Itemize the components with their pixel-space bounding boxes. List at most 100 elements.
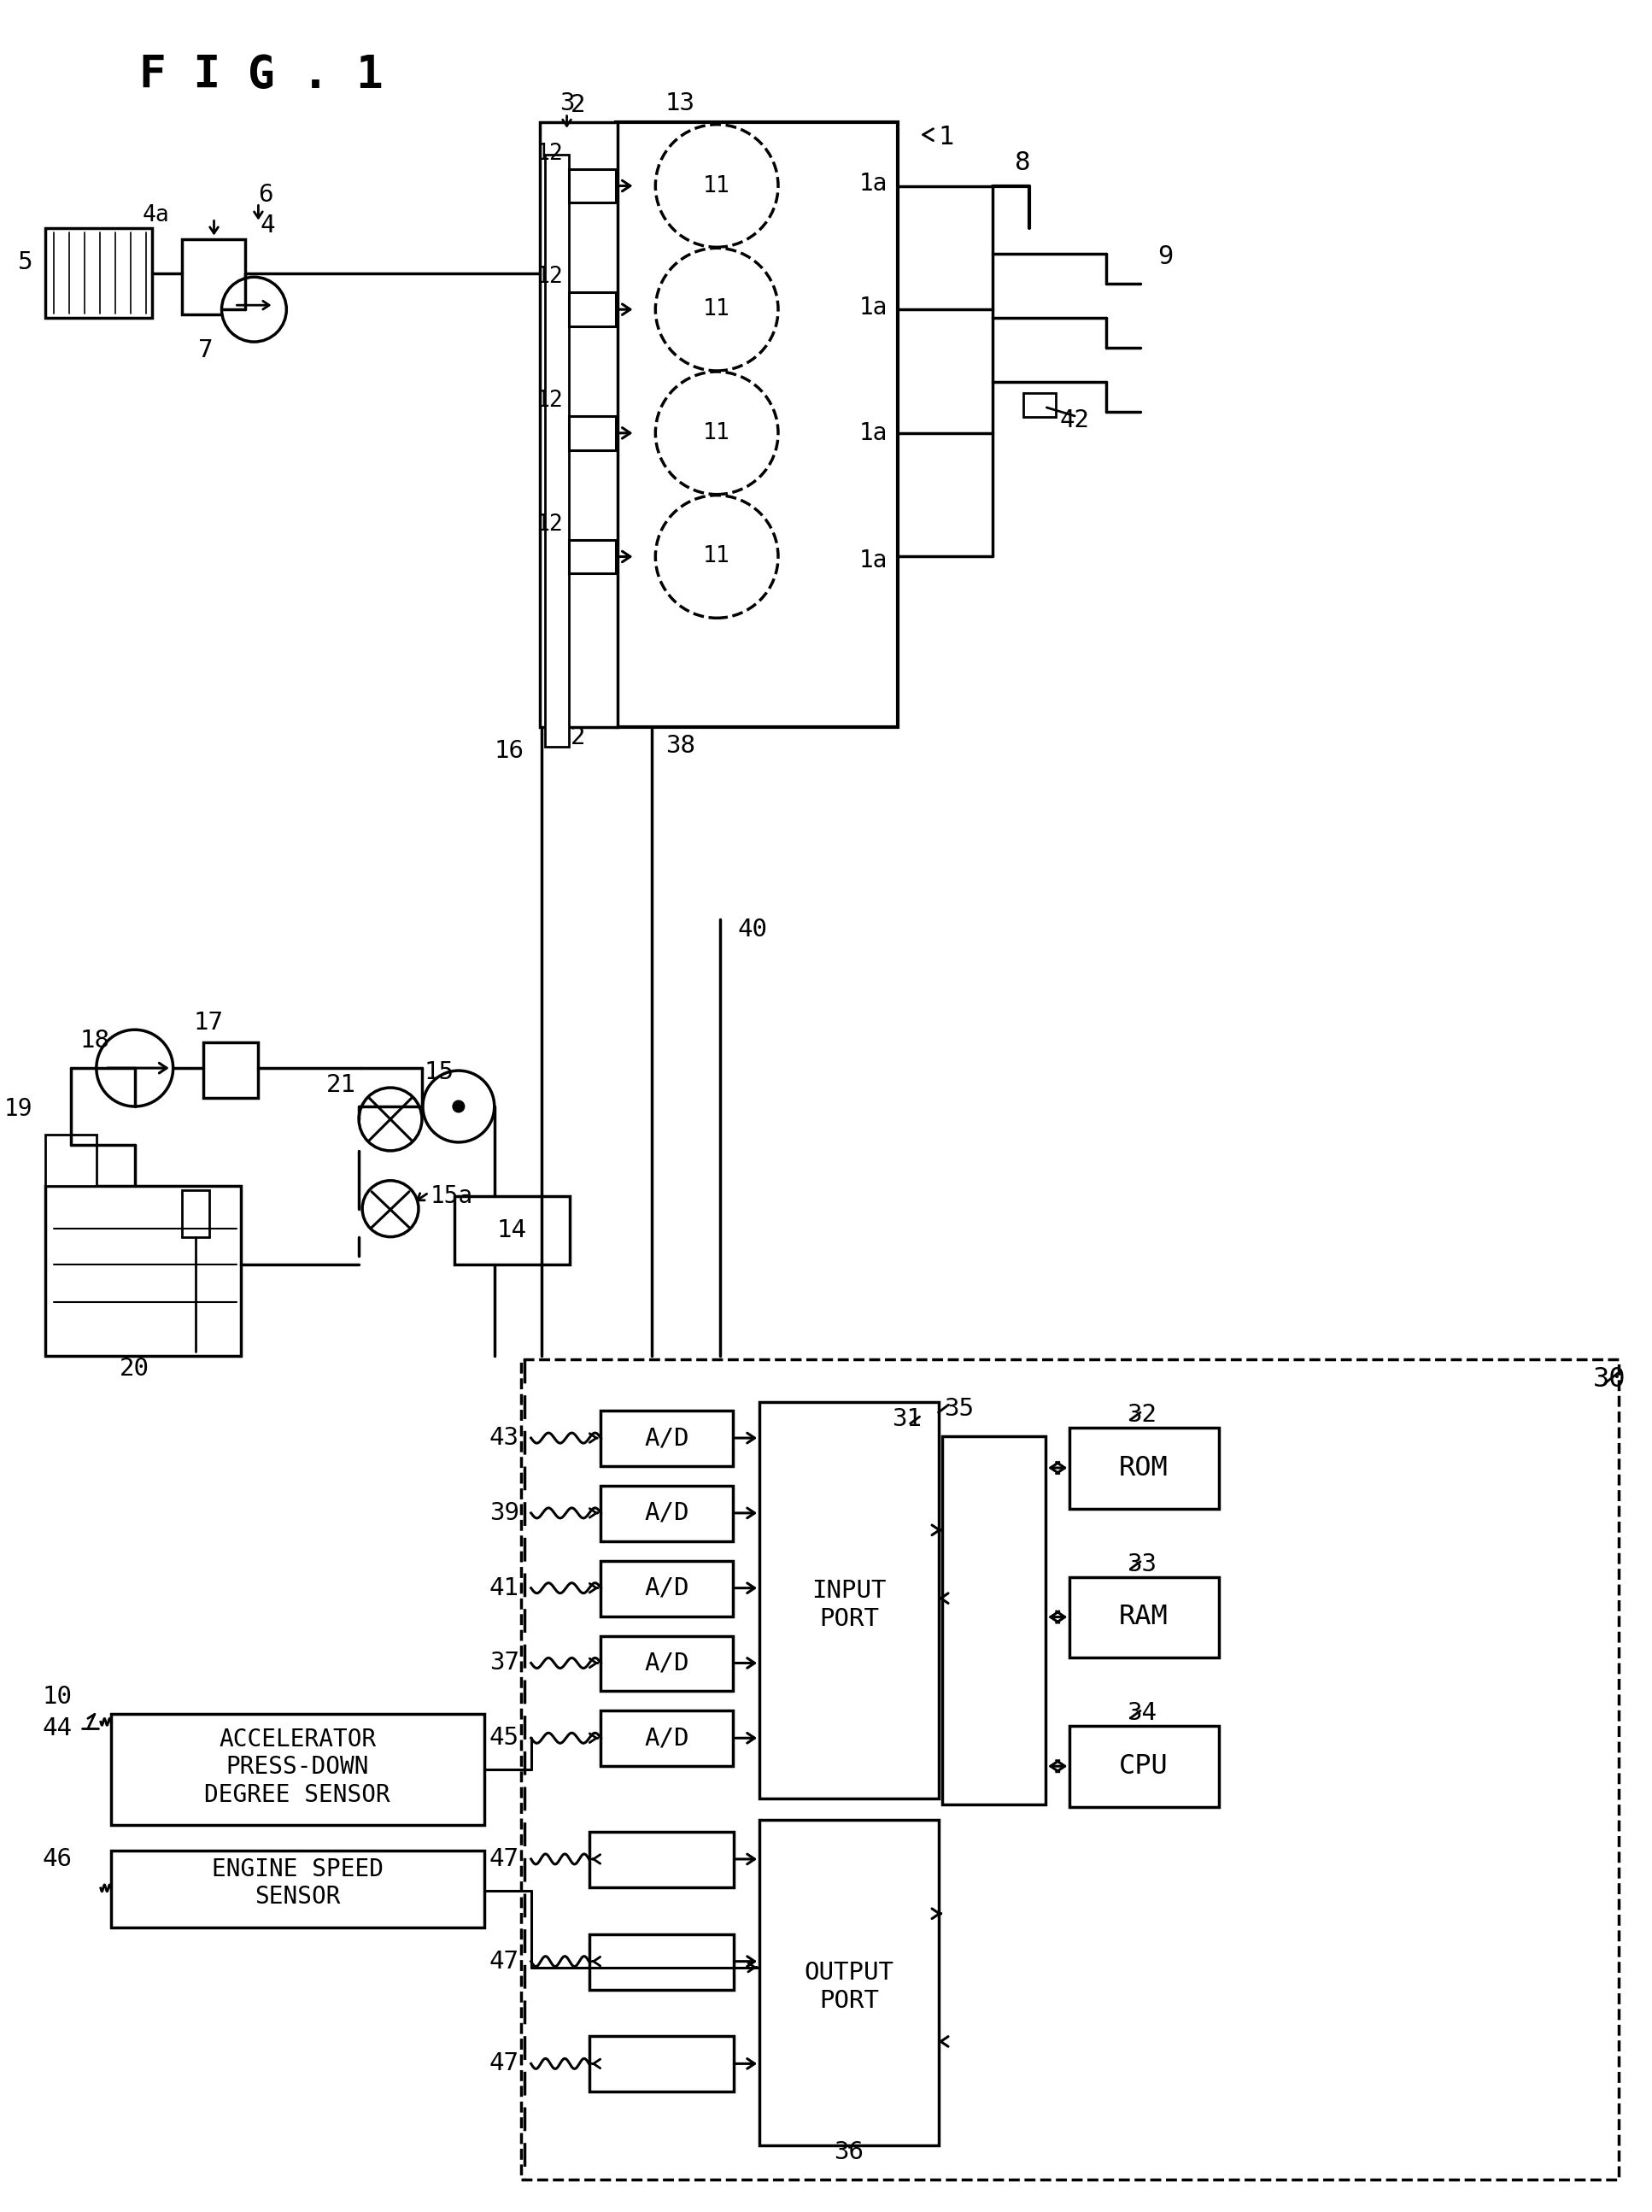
Circle shape xyxy=(221,276,286,343)
Bar xyxy=(45,1135,96,1186)
Bar xyxy=(590,1832,733,1887)
Text: 20: 20 xyxy=(121,1356,150,1380)
Bar xyxy=(203,1042,258,1097)
Bar xyxy=(1069,1725,1219,1807)
Text: RAM: RAM xyxy=(1118,1604,1168,1630)
Text: 44: 44 xyxy=(43,1717,73,1741)
Bar xyxy=(45,228,152,319)
Text: 38: 38 xyxy=(666,734,695,759)
Text: 46: 46 xyxy=(43,1847,73,1871)
Text: 47: 47 xyxy=(489,1949,519,1973)
Circle shape xyxy=(656,372,778,495)
Bar xyxy=(45,1186,241,1356)
Text: DEGREE SENSOR: DEGREE SENSOR xyxy=(205,1783,390,1807)
Bar xyxy=(1069,1427,1219,1509)
Text: A/D: A/D xyxy=(644,1427,689,1451)
Text: 12: 12 xyxy=(537,389,563,411)
Text: 3: 3 xyxy=(560,91,575,115)
Text: OUTPUT
PORT: OUTPUT PORT xyxy=(805,1962,894,2013)
Circle shape xyxy=(656,124,778,248)
Text: 12: 12 xyxy=(537,513,563,535)
Text: 1a: 1a xyxy=(859,296,887,321)
Bar xyxy=(182,1190,208,1237)
Text: 12: 12 xyxy=(537,265,563,288)
Bar xyxy=(540,122,618,728)
Text: 37: 37 xyxy=(489,1650,519,1674)
Text: 11: 11 xyxy=(704,546,730,568)
Bar xyxy=(601,1635,733,1692)
Bar xyxy=(568,540,616,573)
Text: 11: 11 xyxy=(704,175,730,197)
Circle shape xyxy=(362,1181,418,1237)
Text: 16: 16 xyxy=(494,739,524,763)
Bar xyxy=(601,1562,733,1617)
Text: 34: 34 xyxy=(1127,1701,1156,1725)
Text: 7: 7 xyxy=(198,338,213,363)
Text: 35: 35 xyxy=(945,1398,975,1420)
Bar xyxy=(182,239,246,314)
Bar xyxy=(942,1436,1046,1805)
Text: F I G . 1: F I G . 1 xyxy=(139,53,383,97)
Text: ROM: ROM xyxy=(1118,1455,1168,1482)
Text: A/D: A/D xyxy=(644,1502,689,1524)
Text: 2: 2 xyxy=(570,726,585,750)
Text: 1a: 1a xyxy=(859,420,887,445)
Text: 30: 30 xyxy=(1593,1367,1626,1391)
Text: ACCELERATOR: ACCELERATOR xyxy=(218,1728,377,1752)
Bar xyxy=(111,1851,484,1927)
Text: A/D: A/D xyxy=(644,1725,689,1750)
Text: 15a: 15a xyxy=(431,1183,474,1208)
Text: 8: 8 xyxy=(1014,150,1031,175)
Text: 33: 33 xyxy=(1127,1553,1156,1577)
Text: 2: 2 xyxy=(570,93,585,117)
Text: CPU: CPU xyxy=(1118,1752,1168,1778)
Circle shape xyxy=(453,1102,464,1113)
Bar xyxy=(520,1360,1619,2179)
Text: 17: 17 xyxy=(193,1011,223,1035)
Bar xyxy=(1024,394,1056,416)
Text: 10: 10 xyxy=(43,1686,73,1710)
Text: PRESS-DOWN: PRESS-DOWN xyxy=(226,1754,368,1778)
Text: 40: 40 xyxy=(737,918,767,942)
Bar xyxy=(590,2037,733,2093)
Bar xyxy=(601,1710,733,1765)
Bar xyxy=(111,1714,484,1825)
Text: 43: 43 xyxy=(489,1427,519,1451)
Text: 5: 5 xyxy=(18,250,33,274)
Text: 18: 18 xyxy=(79,1029,109,1053)
Text: 21: 21 xyxy=(327,1073,357,1097)
Circle shape xyxy=(96,1031,173,1106)
Text: 39: 39 xyxy=(489,1502,519,1524)
Circle shape xyxy=(358,1088,421,1150)
Bar xyxy=(590,1933,733,1989)
Bar xyxy=(616,122,897,728)
Bar xyxy=(601,1486,733,1542)
Text: 19: 19 xyxy=(3,1097,33,1121)
Text: A/D: A/D xyxy=(644,1650,689,1674)
Text: 4a: 4a xyxy=(142,204,170,228)
Bar xyxy=(568,416,616,449)
Text: 41: 41 xyxy=(489,1577,519,1599)
Text: 13: 13 xyxy=(666,91,695,115)
Bar xyxy=(568,292,616,327)
Text: 11: 11 xyxy=(704,422,730,445)
Text: 11: 11 xyxy=(704,299,730,321)
Text: 9: 9 xyxy=(1158,243,1173,270)
Bar xyxy=(601,1411,733,1467)
Bar xyxy=(545,155,568,748)
Circle shape xyxy=(656,248,778,372)
Circle shape xyxy=(656,495,778,617)
Bar xyxy=(760,1402,938,1798)
Text: 31: 31 xyxy=(892,1407,922,1431)
Text: 1a: 1a xyxy=(859,170,887,195)
Bar xyxy=(1069,1577,1219,1659)
Text: 6: 6 xyxy=(258,184,273,208)
Bar xyxy=(568,168,616,204)
Text: 14: 14 xyxy=(497,1219,527,1241)
Text: SENSOR: SENSOR xyxy=(254,1885,340,1909)
Text: ENGINE SPEED: ENGINE SPEED xyxy=(211,1858,383,1880)
Circle shape xyxy=(423,1071,494,1141)
Text: 47: 47 xyxy=(489,1847,519,1871)
Bar xyxy=(760,1820,938,2146)
Text: 47: 47 xyxy=(489,2053,519,2075)
